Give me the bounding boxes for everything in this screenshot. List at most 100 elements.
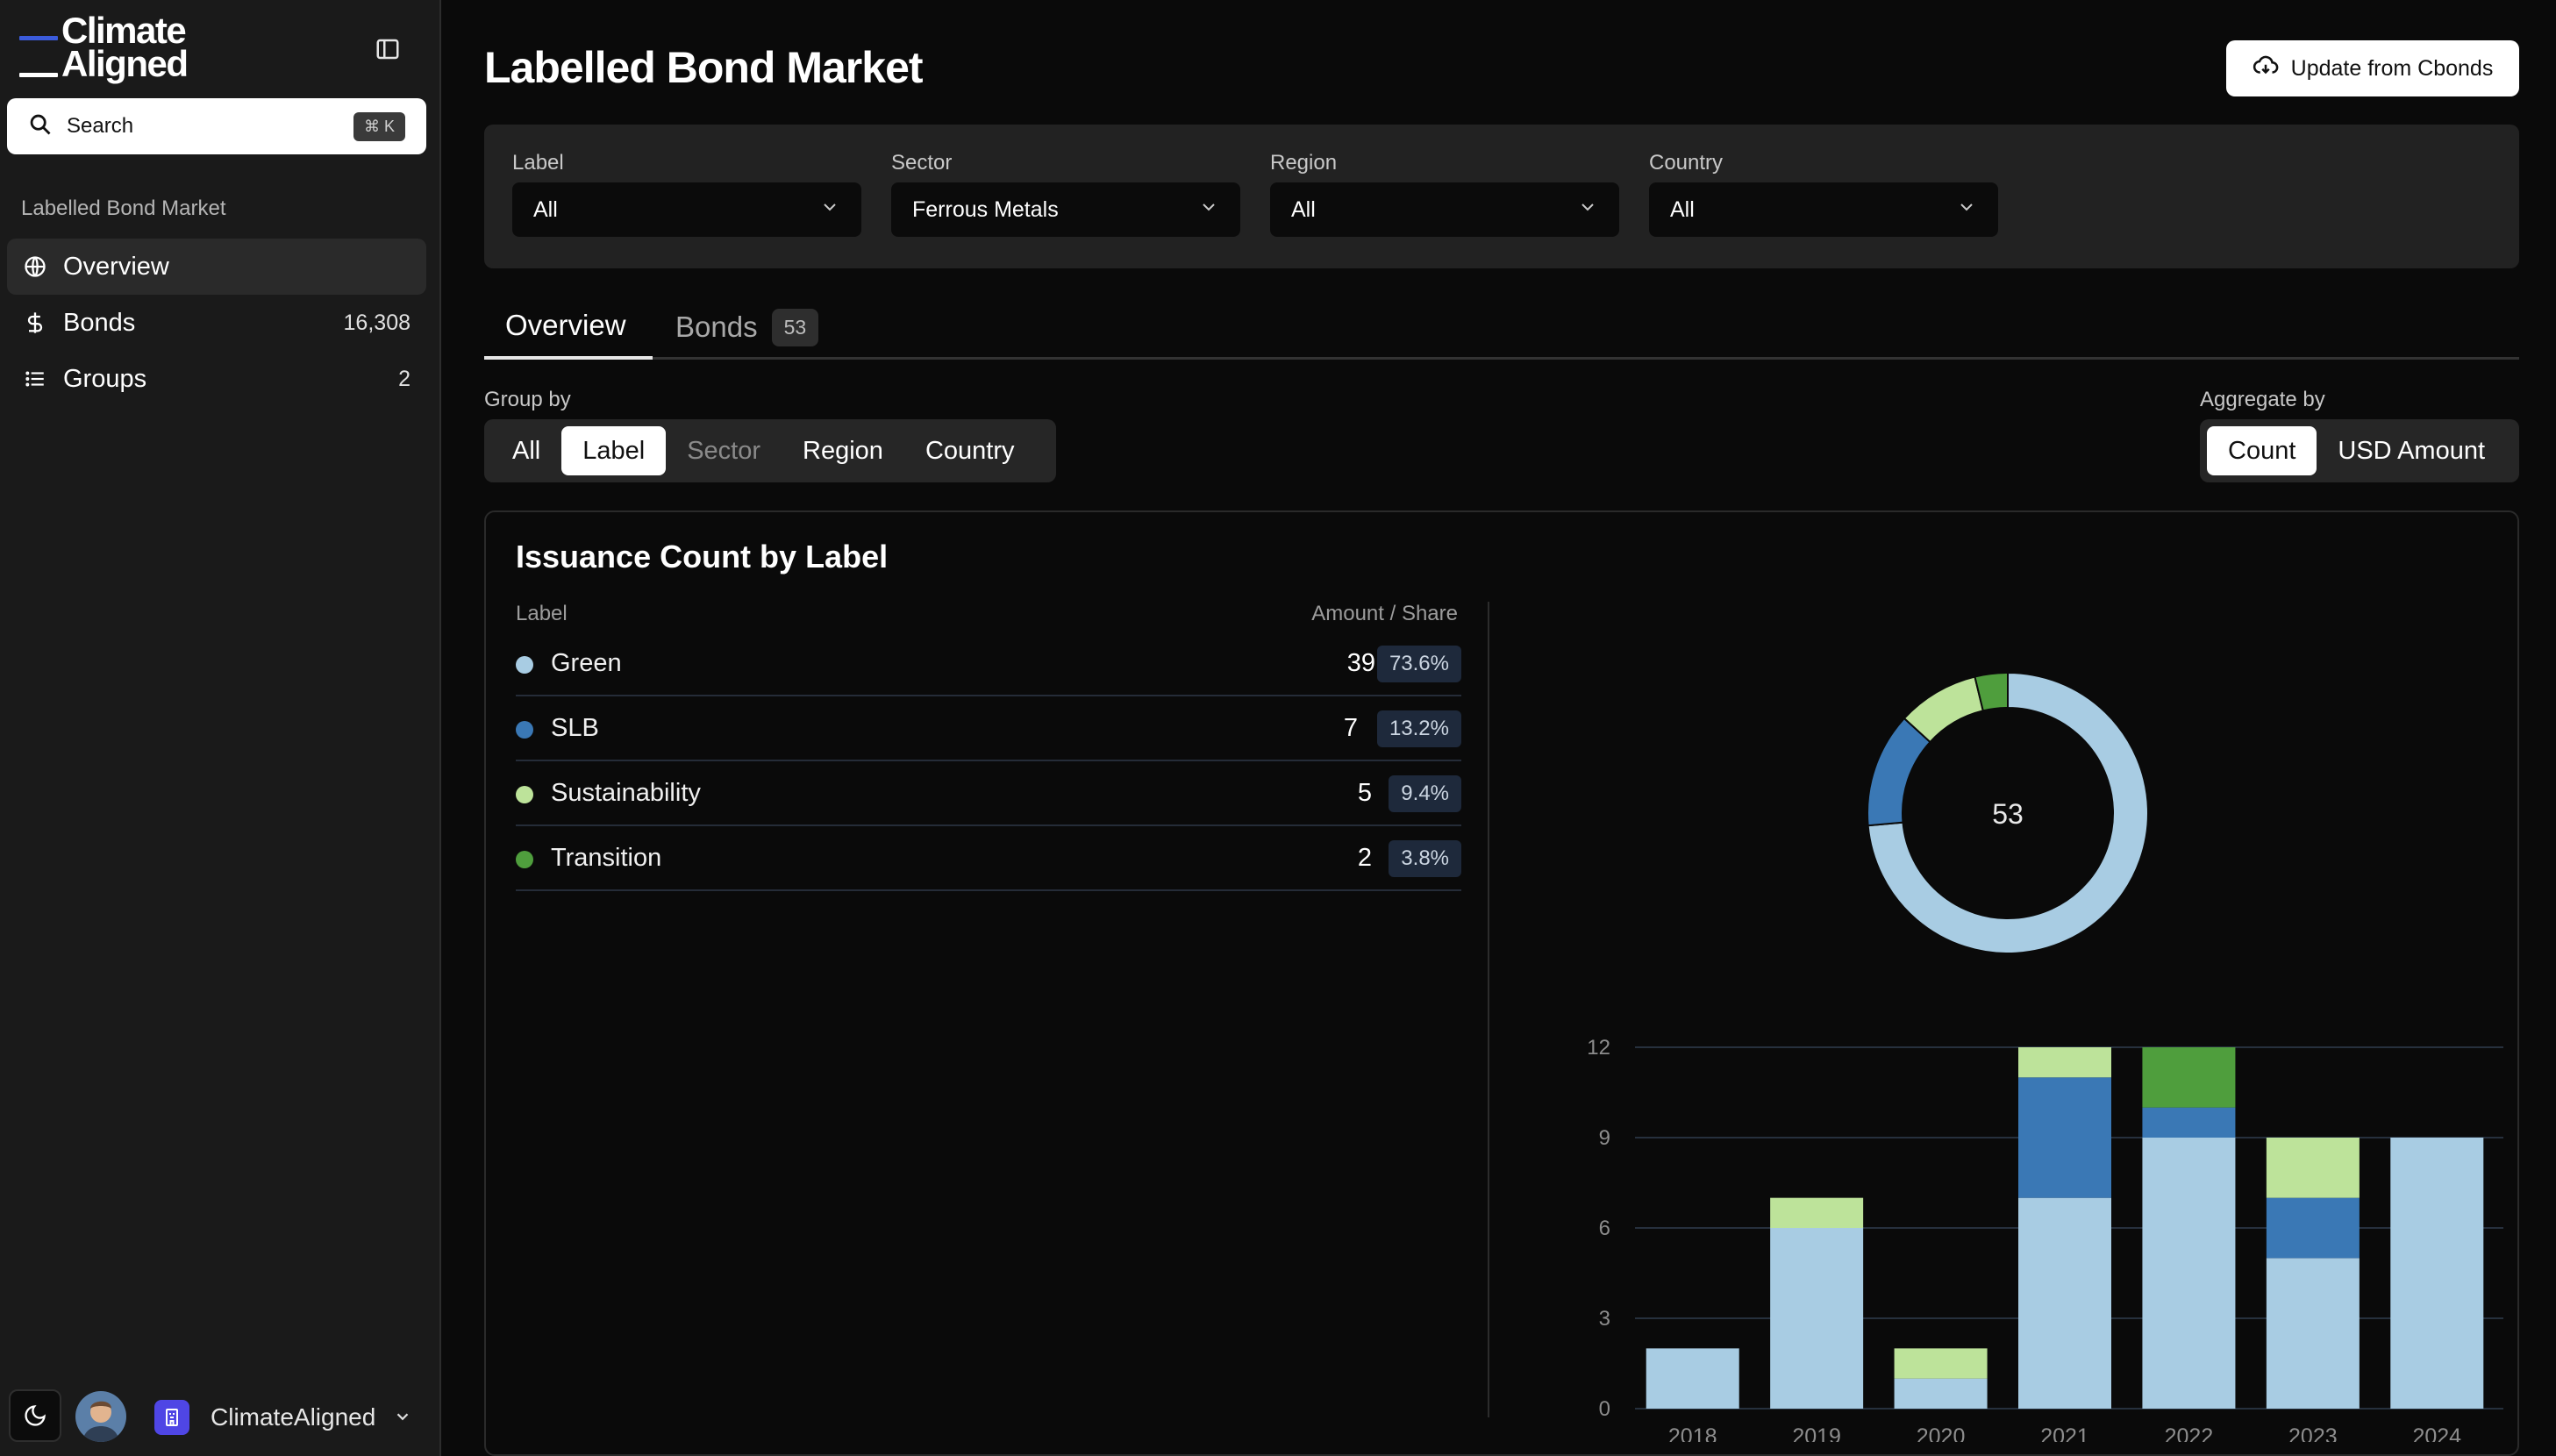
aggregate-by-count[interactable]: Count xyxy=(2207,426,2317,475)
row-value: 39 xyxy=(1346,649,1375,677)
filters-panel: Label All Sector Ferrous Metals Region A… xyxy=(484,125,2519,268)
sidebar: Climate Aligned Search ⌘ K Labelled Bond… xyxy=(0,0,441,1456)
legend-dot xyxy=(516,721,533,739)
logo-text-line2: Aligned xyxy=(61,43,189,84)
sidebar-item-label: Groups xyxy=(63,364,147,393)
group-by-country[interactable]: Country xyxy=(925,436,1015,465)
bar-2022-green[interactable] xyxy=(2142,1138,2236,1409)
row-share: 13.2% xyxy=(1376,710,1461,747)
chevron-down-icon xyxy=(1956,196,1977,224)
search-icon xyxy=(28,112,53,141)
col-header-amount: Amount / Share xyxy=(1311,602,1458,625)
building-icon xyxy=(154,1400,189,1435)
sector-select[interactable]: Ferrous Metals xyxy=(891,182,1240,237)
table-row[interactable]: Sustainability 5 9.4% xyxy=(516,761,1461,826)
tab-overview-label: Overview xyxy=(505,309,626,341)
y-tick-label: 9 xyxy=(1599,1126,1610,1150)
bar-chart: 0 3 6 9 12 2018 2019 2020 2021 2022 2023 2024 xyxy=(1587,1036,2503,1442)
group-by-all[interactable]: All xyxy=(512,436,541,465)
sidebar-item-groups[interactable]: Groups 2 xyxy=(7,351,426,407)
filter-country-title: Country xyxy=(1649,151,1724,175)
x-tick-label: 2018 xyxy=(1668,1424,1717,1442)
bar-2022-slb[interactable] xyxy=(2142,1107,2236,1138)
donut-slice-transition[interactable] xyxy=(1974,671,2009,712)
bar-2024-green[interactable] xyxy=(2390,1138,2484,1409)
filter-country: Country All xyxy=(1649,151,1998,237)
bonds-count-badge: 53 xyxy=(771,308,819,346)
legend-dot xyxy=(516,786,533,803)
table-row[interactable]: Green 39 73.6% xyxy=(516,632,1461,696)
row-value: 2 xyxy=(1357,844,1372,872)
x-tick-label: 2023 xyxy=(2288,1424,2338,1442)
table-row[interactable]: Transition 2 3.8% xyxy=(516,826,1461,891)
filter-region: Region All xyxy=(1270,151,1619,237)
row-label: Sustainability xyxy=(551,779,701,807)
bar-2021-slb[interactable] xyxy=(2018,1077,2111,1198)
chevron-down-icon xyxy=(1198,196,1219,224)
update-from-cbonds-button[interactable]: Update from Cbonds xyxy=(2226,40,2519,96)
y-tick-label: 12 xyxy=(1587,1036,1610,1060)
y-tick-label: 3 xyxy=(1599,1307,1610,1331)
bar-2022-transition[interactable] xyxy=(2142,1047,2236,1108)
filter-sector: Sector Ferrous Metals xyxy=(891,151,1240,237)
filter-label-title: Label xyxy=(512,151,564,175)
group-by-segmented-control: All Label Sector Region Country xyxy=(484,419,1056,482)
country-select[interactable]: All xyxy=(1649,182,1998,237)
list-icon xyxy=(23,367,47,391)
tab-bonds-label: Bonds xyxy=(675,310,758,343)
column-divider xyxy=(1488,602,1489,1417)
issuance-card: Issuance Count by Label Label Amount / S… xyxy=(484,510,2519,1456)
bar-2023-green[interactable] xyxy=(2266,1258,2360,1409)
legend-dot xyxy=(516,851,533,868)
country-select-value: All xyxy=(1670,196,1695,222)
filter-region-title: Region xyxy=(1270,151,1338,175)
sidebar-item-label: Overview xyxy=(63,252,169,281)
sector-select-value: Ferrous Metals xyxy=(912,196,1059,222)
label-select-value: All xyxy=(533,196,558,222)
climatealigned-logo[interactable]: Climate Aligned xyxy=(19,10,212,84)
table-row[interactable]: SLB 7 13.2% xyxy=(516,696,1461,761)
aggregate-by-usd-amount[interactable]: USD Amount xyxy=(2338,436,2486,465)
bar-2019-sustainability[interactable] xyxy=(1770,1197,1864,1228)
moon-icon[interactable] xyxy=(9,1389,61,1442)
row-share: 9.4% xyxy=(1389,775,1461,812)
sidebar-toggle-icon[interactable] xyxy=(370,32,405,67)
tab-bonds[interactable]: Bonds 53 xyxy=(675,295,819,360)
bar-2021-green[interactable] xyxy=(2018,1197,2111,1409)
bar-2018-green[interactable] xyxy=(1646,1348,1739,1409)
group-by-region[interactable]: Region xyxy=(803,436,883,465)
bar-2019-green[interactable] xyxy=(1770,1228,1864,1409)
x-tick-label: 2020 xyxy=(1917,1424,1966,1442)
bar-2023-slb[interactable] xyxy=(2266,1197,2360,1259)
group-by-label: Group by xyxy=(484,388,571,411)
sidebar-footer: ClimateAligned xyxy=(0,1386,441,1445)
tab-overview[interactable]: Overview xyxy=(484,295,653,360)
bar-2021-sustainability[interactable] xyxy=(2018,1047,2111,1078)
search-button[interactable]: Search ⌘ K xyxy=(7,98,426,154)
chevron-down-icon xyxy=(1577,196,1598,224)
bar-2020-green[interactable] xyxy=(1894,1378,1988,1409)
bar-2020-sustainability[interactable] xyxy=(1894,1348,1988,1379)
page-title: Labelled Bond Market xyxy=(484,43,924,92)
y-tick-label: 6 xyxy=(1599,1217,1610,1240)
label-select[interactable]: All xyxy=(512,182,861,237)
region-select[interactable]: All xyxy=(1270,182,1619,237)
group-by-label-option[interactable]: Label xyxy=(561,426,667,475)
filter-sector-title: Sector xyxy=(891,151,953,175)
row-share: 73.6% xyxy=(1376,646,1461,682)
org-switcher[interactable]: ClimateAligned xyxy=(211,1403,376,1431)
x-tick-label: 2022 xyxy=(2165,1424,2214,1442)
sidebar-item-overview[interactable]: Overview xyxy=(7,239,426,295)
sidebar-item-count: 16,308 xyxy=(343,310,411,335)
chevron-down-icon[interactable] xyxy=(393,1407,412,1431)
y-tick-label: 0 xyxy=(1599,1397,1610,1421)
globe-icon xyxy=(23,254,47,279)
group-by-sector[interactable]: Sector xyxy=(687,436,761,465)
avatar[interactable] xyxy=(75,1391,126,1442)
bar-2023-sustainability[interactable] xyxy=(2266,1138,2360,1198)
row-value: 5 xyxy=(1357,779,1372,807)
donut-slice-green[interactable] xyxy=(1867,671,2149,954)
cloud-download-icon xyxy=(2253,53,2279,85)
sidebar-item-bonds[interactable]: Bonds 16,308 xyxy=(7,295,426,351)
logo-text-line1: Climate xyxy=(61,10,187,51)
